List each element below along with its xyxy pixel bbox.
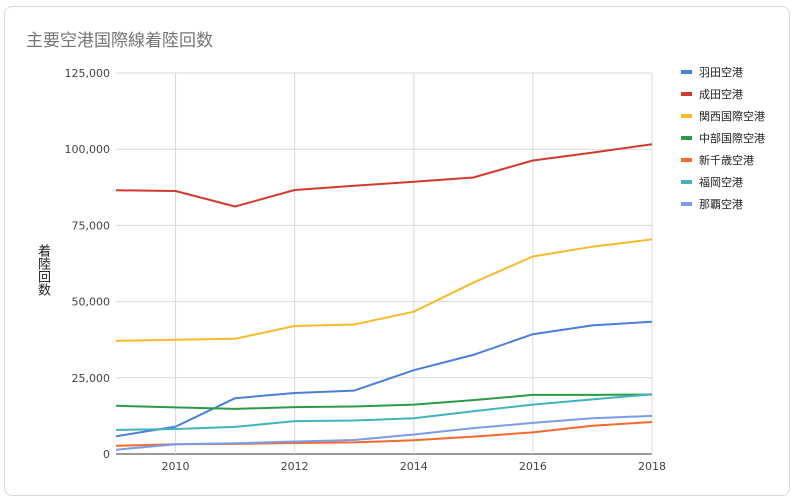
y-tick-label: 50,000 <box>72 296 111 309</box>
legend-swatch <box>681 136 692 140</box>
series-line-2 <box>115 143 653 208</box>
series-line-1 <box>115 320 653 438</box>
legend-swatch <box>681 114 692 118</box>
y-tick-label: 125,000 <box>65 67 111 80</box>
legend-swatch <box>681 202 692 206</box>
legend-swatch <box>681 158 692 162</box>
x-tick-label: 2010 <box>162 460 190 473</box>
legend-swatch <box>681 92 692 96</box>
legend-label: 成田空港 <box>699 87 743 101</box>
series-line-3 <box>115 238 653 342</box>
x-tick-label: 2014 <box>400 460 428 473</box>
x-tick-label: 2016 <box>519 460 547 473</box>
legend-swatch <box>681 70 692 74</box>
x-tick-label: 2018 <box>638 460 666 473</box>
y-tick-label: 100,000 <box>65 143 111 156</box>
chart-card <box>4 6 790 496</box>
y-tick-label: 0 <box>103 448 110 461</box>
series-line-4 <box>115 393 653 410</box>
y-tick-label: 25,000 <box>72 372 111 385</box>
y-axis-label: 着陸回数 <box>35 244 50 296</box>
series-line-7 <box>115 414 653 451</box>
y-tick-label: 75,000 <box>72 219 111 232</box>
x-tick-label: 2012 <box>281 460 309 473</box>
chart-title: 主要空港国際線着陸回数 <box>26 31 213 51</box>
legend-label: 新千歳空港 <box>699 153 754 167</box>
legend-label: 那覇空港 <box>699 197 743 211</box>
legend-swatch <box>681 180 692 184</box>
series-line-5 <box>115 421 653 447</box>
series-line-6 <box>115 393 653 431</box>
legend-label: 中部国際空港 <box>699 131 765 145</box>
legend-label: 羽田空港 <box>699 65 743 79</box>
legend-label: 福岡空港 <box>699 175 743 189</box>
legend-label: 関西国際空港 <box>699 109 765 123</box>
